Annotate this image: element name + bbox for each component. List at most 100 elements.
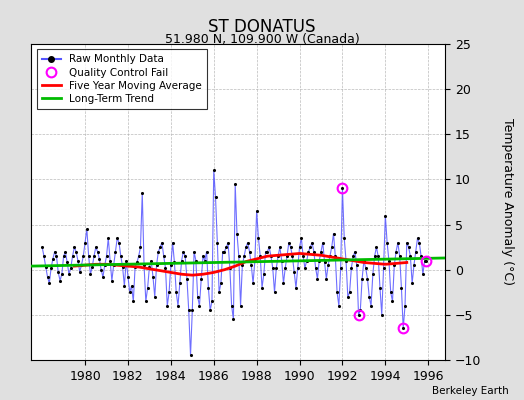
Point — [270, 289, 279, 296]
Point — [313, 276, 322, 282]
Point — [272, 265, 280, 271]
Point — [339, 185, 347, 192]
Point — [267, 253, 275, 259]
Point — [326, 253, 334, 259]
Point — [188, 307, 196, 314]
Point — [244, 240, 252, 246]
Text: ST DONATUS: ST DONATUS — [208, 18, 316, 36]
Point — [376, 284, 384, 291]
Point — [47, 265, 56, 271]
Point — [419, 271, 427, 278]
Point — [181, 253, 189, 259]
Point — [249, 280, 257, 286]
Point — [211, 194, 220, 201]
Point — [240, 253, 248, 259]
Point — [135, 253, 143, 259]
Point — [256, 253, 265, 259]
Point — [90, 253, 98, 259]
Point — [396, 253, 404, 259]
Point — [197, 276, 205, 282]
Point — [253, 208, 261, 214]
Point — [147, 258, 156, 264]
Point — [140, 262, 148, 268]
Point — [170, 259, 179, 266]
Point — [84, 253, 93, 259]
Point — [40, 253, 48, 259]
Point — [328, 244, 336, 250]
Point — [101, 262, 109, 268]
Point — [104, 235, 113, 241]
Point — [204, 284, 213, 291]
Point — [70, 244, 79, 250]
Point — [302, 258, 311, 264]
Point — [65, 271, 73, 278]
Point — [63, 259, 71, 266]
Point — [278, 258, 286, 264]
Point — [250, 258, 259, 264]
Point — [345, 289, 354, 296]
Point — [167, 262, 175, 268]
Point — [72, 248, 80, 255]
Point — [131, 264, 139, 270]
Point — [38, 244, 46, 250]
Point — [285, 240, 293, 246]
Point — [111, 248, 119, 255]
Point — [107, 277, 116, 284]
Point — [68, 253, 77, 259]
Point — [411, 248, 420, 255]
Point — [106, 258, 114, 264]
Point — [192, 258, 200, 264]
Point — [161, 265, 170, 271]
Point — [311, 265, 320, 271]
Point — [154, 248, 162, 255]
Point — [385, 258, 393, 264]
Point — [190, 248, 198, 255]
Point — [231, 181, 239, 187]
Point — [158, 240, 166, 246]
Point — [202, 248, 211, 255]
Point — [353, 262, 361, 268]
Point — [369, 271, 377, 278]
Point — [110, 262, 118, 268]
Point — [227, 303, 236, 309]
Point — [379, 265, 388, 271]
Point — [61, 248, 70, 255]
Point — [56, 277, 64, 284]
Point — [201, 258, 209, 264]
Point — [149, 274, 157, 280]
Point — [178, 258, 186, 264]
Point — [88, 264, 96, 270]
Point — [336, 265, 345, 271]
Point — [342, 258, 350, 264]
Point — [420, 258, 429, 264]
Point — [187, 352, 195, 359]
Point — [335, 303, 343, 309]
Point — [195, 303, 204, 309]
Point — [322, 276, 331, 282]
Point — [410, 262, 418, 268]
Point — [406, 253, 414, 259]
Point — [206, 307, 214, 314]
Point — [383, 240, 391, 246]
Point — [263, 248, 271, 255]
Point — [75, 268, 84, 275]
Point — [367, 303, 375, 309]
Point — [215, 289, 223, 296]
Point — [405, 244, 413, 250]
Point — [293, 265, 302, 271]
Point — [95, 256, 104, 262]
Point — [281, 265, 289, 271]
Point — [297, 235, 305, 241]
Point — [152, 262, 161, 268]
Point — [133, 259, 141, 266]
Point — [417, 253, 425, 259]
Point — [222, 244, 231, 250]
Point — [176, 280, 184, 286]
Point — [329, 230, 337, 237]
Point — [408, 280, 417, 286]
Point — [126, 289, 134, 296]
Point — [308, 240, 316, 246]
Point — [274, 253, 282, 259]
Point — [74, 258, 82, 264]
Point — [184, 307, 193, 314]
